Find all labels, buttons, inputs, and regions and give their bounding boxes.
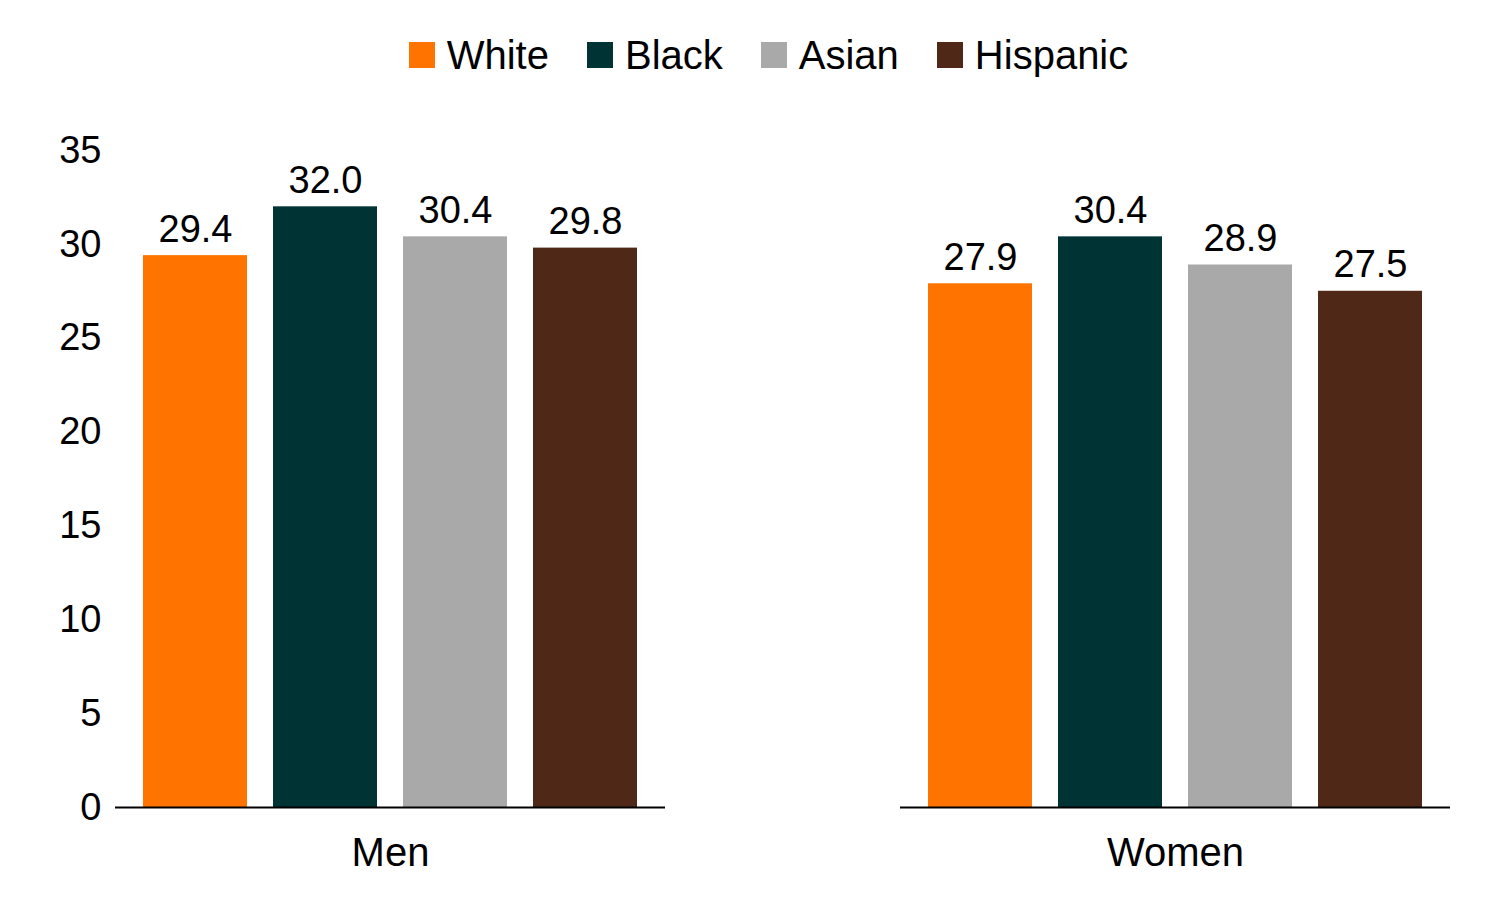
- svg-text:25: 25: [59, 316, 101, 358]
- svg-text:35: 35: [59, 129, 101, 171]
- svg-text:28.9: 28.9: [1204, 217, 1278, 259]
- html-text:Asian: Asian: [798, 32, 899, 77]
- html-text:Hispanic: Hispanic: [974, 32, 1129, 77]
- svg-text:27.5: 27.5: [1334, 243, 1408, 285]
- svg-text:Men: Men: [352, 830, 430, 874]
- svg-text:0: 0: [80, 786, 101, 828]
- svg-text:15: 15: [59, 504, 101, 546]
- svg-text:29.4: 29.4: [159, 208, 233, 250]
- svg-text:10: 10: [59, 598, 101, 640]
- svg-text:30.4: 30.4: [1074, 189, 1148, 231]
- html-text:White: White: [446, 32, 549, 77]
- svg-text:30: 30: [59, 223, 101, 265]
- svg-text:Women: Women: [1107, 830, 1244, 874]
- svg-text:30.4: 30.4: [419, 189, 493, 231]
- svg-text:32.0: 32.0: [289, 159, 363, 201]
- svg-text:27.9: 27.9: [944, 236, 1018, 278]
- html-text:Black: Black: [625, 32, 723, 77]
- svg-text:29.8: 29.8: [549, 200, 623, 242]
- svg-text:5: 5: [80, 692, 101, 734]
- svg-text:20: 20: [59, 410, 101, 452]
